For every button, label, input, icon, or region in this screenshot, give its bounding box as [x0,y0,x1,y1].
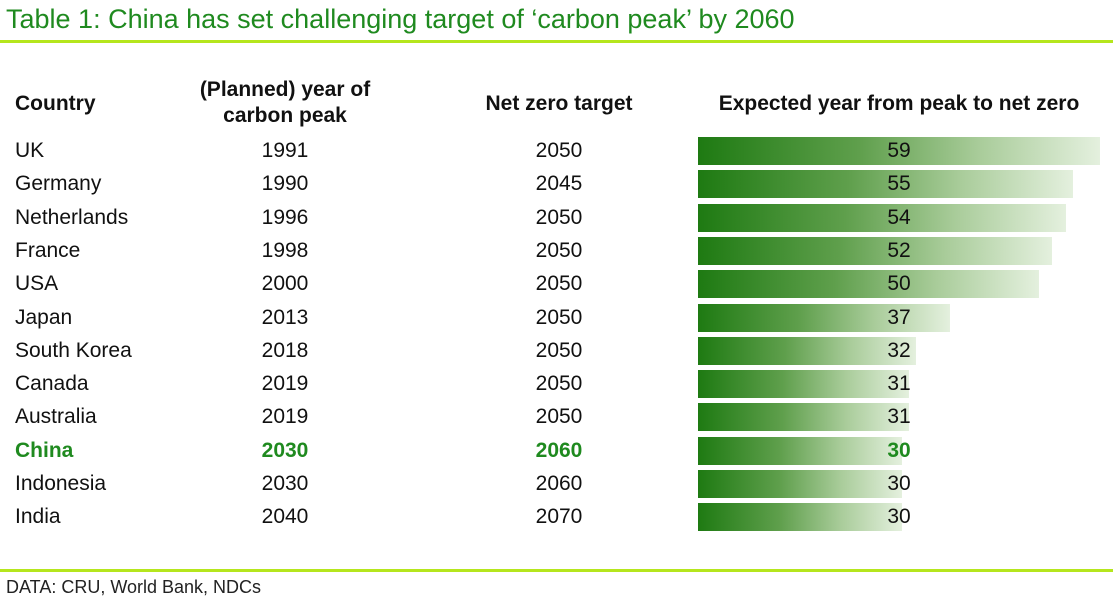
years-value-label: 30 [887,505,911,529]
table-row: France 1998 2050 52 [0,234,1113,267]
table-row: Australia 2019 2050 31 [0,400,1113,433]
table-row: Indonesia 2030 2060 30 [0,467,1113,500]
header-peak-line1: (Planned) year of [199,78,371,101]
country-cell: UK [15,139,45,162]
years-bar [698,236,1053,265]
country-cell: Indonesia [15,472,107,495]
header-net-zero: Net zero target [485,92,633,115]
table-row: Japan 2013 2050 37 [0,301,1113,334]
net-zero-cell: 2050 [535,338,583,362]
top-rule [0,40,1113,43]
country-cell: Australia [15,405,97,429]
peak-year-cell: 1991 [261,139,309,162]
country-cell: Canada [15,372,89,396]
years-value-label: 31 [887,372,911,396]
peak-year-cell: 2000 [261,272,309,296]
table-row: USA 2000 2050 50 [0,267,1113,300]
net-zero-cell: 2060 [535,472,583,495]
net-zero-cell: 2060 [535,438,583,462]
net-zero-cell: 2050 [535,238,583,262]
peak-year-cell: 2019 [261,372,309,396]
peak-year-cell: 2019 [261,405,309,429]
years-bar [698,336,917,365]
years-value-label: 50 [887,272,911,296]
country-cell: China [15,438,74,462]
years-value-label: 31 [887,405,911,429]
net-zero-cell: 2050 [535,272,583,296]
peak-year-cell: 2040 [261,505,309,529]
years-bar [698,370,910,399]
table-row: Germany 1990 2045 55 [0,167,1113,200]
header-peak-year: (Planned) year of carbon peak [180,77,390,129]
years-value-label: 30 [887,472,911,495]
years-bar [698,403,910,432]
net-zero-cell: 2070 [535,505,583,529]
years-value-label: 52 [887,238,911,262]
country-cell: Germany [15,172,102,196]
years-value-label: 55 [887,172,911,196]
bottom-rule [0,569,1113,572]
country-cell: USA [15,272,59,296]
years-bar [698,470,903,498]
peak-year-cell: 1998 [261,238,309,262]
header-expected-years: Expected year from peak to net zero [718,92,1080,115]
net-zero-cell: 2045 [535,172,583,196]
net-zero-cell: 2050 [535,305,583,329]
table-row: Canada 2019 2050 31 [0,367,1113,400]
net-zero-cell: 2050 [535,205,583,229]
years-value-label: 32 [887,338,911,362]
years-value-label: 37 [887,305,911,329]
years-bar [698,170,1073,199]
table-row: India 2040 2070 30 [0,500,1113,533]
net-zero-cell: 2050 [535,405,583,429]
table-row: Netherlands 1996 2050 54 [0,201,1113,234]
header-country: Country [15,92,96,115]
years-value-label: 54 [887,205,911,229]
header-peak-line2: carbon peak [223,104,347,127]
country-cell: India [15,505,61,529]
peak-year-cell: 1996 [261,205,309,229]
table-row: South Korea 2018 2050 32 [0,334,1113,367]
peak-year-cell: 2030 [261,438,309,462]
years-bar [698,203,1066,232]
country-cell: South Korea [15,338,132,362]
years-bar [698,270,1039,299]
years-bar [698,436,903,465]
peak-year-cell: 2013 [261,305,309,329]
peak-year-cell: 2018 [261,338,309,362]
net-zero-cell: 2050 [535,372,583,396]
country-cell: France [15,238,81,262]
years-value-label: 30 [887,438,911,462]
years-bar [698,137,1100,165]
table-row: UK 1991 2050 59 [0,134,1113,167]
years-bar [698,303,951,332]
peak-year-cell: 1990 [261,172,309,196]
years-bar [698,503,903,532]
country-cell: Japan [15,305,73,329]
peak-year-cell: 2030 [261,472,309,495]
country-cell: Netherlands [15,205,129,229]
net-zero-cell: 2050 [535,139,583,162]
source-note: DATA: CRU, World Bank, NDCs [6,577,262,597]
table-row: China 2030 2060 30 [0,434,1113,467]
page-title: Table 1: China has set challenging targe… [6,4,795,34]
years-value-label: 59 [887,139,911,162]
